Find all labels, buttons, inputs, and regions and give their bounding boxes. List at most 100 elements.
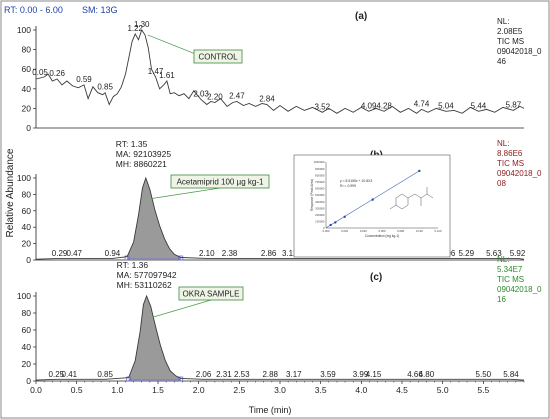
peak-label: 5.84 [503, 370, 519, 379]
inset-x-label: Concentration (mg kg-1) [365, 234, 399, 238]
peak-label: 0.59 [76, 75, 92, 84]
peak-label: 2.53 [234, 370, 250, 379]
inset-x-tick-label: 0.080 [397, 229, 404, 233]
y-tick-label: 40 [22, 84, 32, 94]
peak-label: 5.92 [510, 249, 526, 258]
inset-x-tick-label: 0.060 [379, 229, 386, 233]
peak-label: 5.63 [486, 249, 502, 258]
peak-label: 0.05 [32, 68, 48, 77]
x-tick-label: 2.0 [193, 385, 205, 395]
peak-label: 0.26 [49, 69, 65, 78]
x-axis-label: Time (min) [249, 405, 292, 415]
y-tick-label: 40 [22, 342, 32, 352]
y-tick-label: 0 [26, 376, 31, 386]
peak-label: 5.44 [471, 101, 487, 110]
peak-label: 3.52 [315, 102, 331, 111]
nl-info-line: 8.86E6 [497, 149, 523, 158]
y-tick-label: 20 [22, 239, 32, 249]
peak-label: 5.87 [506, 100, 522, 109]
rt-range-label: RT: 0.00 - 6.00 [4, 5, 63, 15]
panel-label: (c) [370, 272, 382, 283]
y-tick-label: 60 [22, 325, 32, 335]
peak-info-line: MA: 577097942 [117, 270, 177, 280]
peak-label: 3.59 [320, 370, 336, 379]
peak-area [128, 296, 181, 381]
peak-info-line: MA: 92103925 [116, 149, 172, 159]
inset-y-tick-label: 300000 [315, 206, 325, 210]
peak-label: 4.09 [361, 101, 377, 110]
sample-label-box [193, 49, 243, 64]
peak-label: 0.85 [97, 370, 113, 379]
inset-x-tick-label: 0.100 [416, 229, 423, 233]
x-tick-label: 1.0 [111, 385, 123, 395]
peak-label: 0.25 [49, 370, 65, 379]
y-tick-label: 0 [26, 123, 31, 133]
inset-equation: y = 8.5155x + 10.8X3 [340, 179, 372, 183]
peak-label: 4.80 [419, 370, 435, 379]
peak-label: 0.47 [66, 249, 82, 258]
inset-x-tick-label: 0.020 [341, 229, 348, 233]
y-tick-label: 20 [22, 359, 32, 369]
nl-info-line: 5.34E7 [497, 265, 523, 274]
y-tick-label: 80 [22, 45, 32, 55]
sample-label: CONTROL [198, 53, 238, 62]
nl-info-line: NL: [497, 255, 509, 264]
molecule-structure-image [389, 187, 434, 210]
trace-line [35, 176, 525, 260]
peak-label: 4.28 [376, 101, 392, 110]
peak-label: 1.22 [127, 24, 143, 33]
peak-label: 4.15 [366, 370, 382, 379]
y-tick-label: 20 [22, 103, 32, 113]
y-axis-label: Relative Abundance [5, 148, 16, 237]
inset-x-tick-label: 0.120 [435, 229, 442, 233]
peak-label: 5.04 [438, 101, 454, 110]
y-tick-label: 60 [22, 64, 32, 74]
peak-label: 5.50 [476, 370, 492, 379]
y-tick-label: 100 [17, 173, 31, 183]
sample-label: Acetamiprid 100 µg kg-1 [177, 178, 264, 187]
inset-point [371, 198, 374, 201]
inset-y-label: Response (Peak Area) [310, 179, 314, 211]
inset-y-tick-label: 600000 [315, 187, 325, 191]
peak-info-line: RT: 1.35 [116, 139, 148, 149]
peak-label: 5.29 [458, 249, 474, 258]
header: RT: 0.00 - 6.00 SM: 13G [4, 5, 118, 15]
peak-label: 4.74 [414, 99, 430, 108]
calibration-inset: 0 100000 200000 300000 400000 500000 600000 700… [293, 154, 451, 258]
peak-info-line: MH: 8860221 [116, 159, 167, 169]
y-tick-label: 0 [26, 255, 31, 265]
sample-label-box [170, 174, 270, 189]
inset-point [418, 169, 421, 173]
inset-y-tick-label: 700000 [315, 180, 325, 184]
y-tick-label: 80 [22, 189, 32, 199]
inset-point [329, 223, 332, 227]
inset-x-tick-label: 0.040 [360, 229, 367, 233]
inset-y-tick-label: 0 [323, 226, 325, 230]
peak-label: 3.12 [282, 249, 298, 258]
inset-y-tick-label: 200000 [315, 213, 325, 217]
peak-label: 2.31 [216, 370, 232, 379]
nl-info-line: 2.08E5 [497, 27, 523, 36]
y-tick-label: 80 [22, 308, 32, 318]
nl-info-line: 09042018_0 [497, 285, 542, 294]
peak-label: 3.99 [353, 370, 369, 379]
inset-point [334, 221, 337, 224]
x-tick-label: 4.0 [355, 385, 367, 395]
y-tick-label: 40 [22, 222, 32, 232]
peak-label: 2.84 [259, 94, 275, 103]
nl-info-line: 08 [497, 179, 506, 188]
peak-label: 2.03 [193, 90, 209, 99]
peak-label: 1.30 [134, 20, 150, 29]
inset-y-tick-label: 400000 [315, 200, 325, 204]
peak-label: 2.88 [262, 370, 278, 379]
nl-info-line: 16 [497, 295, 506, 304]
x-tick-label: 3.0 [274, 385, 286, 395]
nl-info-line: 46 [497, 57, 506, 66]
peak-info-line: RT: 1.36 [117, 260, 149, 270]
